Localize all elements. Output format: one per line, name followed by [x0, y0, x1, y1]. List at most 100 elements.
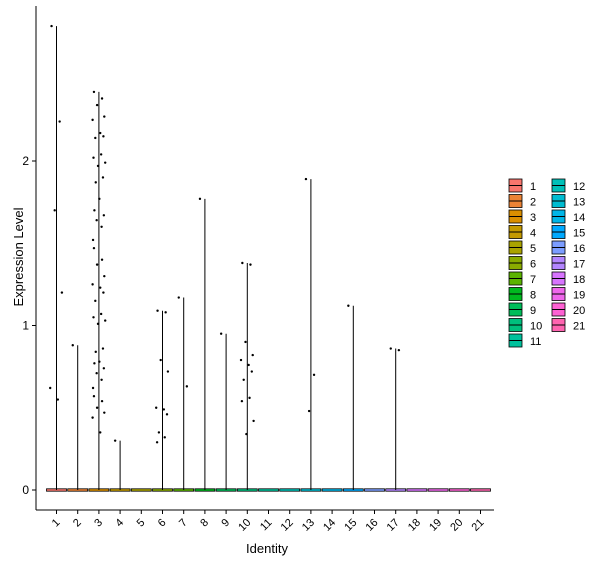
- legend-label-3: 3: [530, 212, 536, 224]
- data-point: [56, 398, 60, 401]
- x-tick-label: 17: [385, 517, 402, 534]
- data-point: [91, 416, 94, 419]
- data-point: [95, 263, 99, 266]
- data-point: [100, 225, 103, 228]
- data-point: [102, 135, 105, 138]
- legend-label-6: 6: [530, 259, 536, 271]
- data-point: [101, 347, 105, 350]
- x-tick-label: 4: [113, 517, 126, 530]
- x-tick-label: 21: [469, 517, 486, 534]
- legend-label-17: 17: [573, 259, 585, 271]
- x-tick-label: 10: [236, 517, 253, 534]
- data-point: [101, 176, 105, 179]
- data-point: [240, 399, 244, 403]
- x-tick-label: 1: [50, 517, 63, 530]
- x-tick-label: 18: [406, 517, 423, 534]
- data-point: [100, 97, 104, 100]
- legend-label-12: 12: [573, 181, 585, 193]
- data-point: [247, 363, 250, 367]
- data-point: [96, 164, 100, 168]
- data-point: [95, 103, 99, 107]
- data-point: [157, 431, 161, 434]
- data-point: [98, 360, 101, 363]
- data-point: [95, 372, 98, 375]
- data-point: [155, 441, 159, 444]
- data-point: [165, 413, 169, 416]
- plot-area: [46, 24, 491, 492]
- x-tick-label: 12: [279, 517, 296, 534]
- data-point: [94, 136, 97, 140]
- data-point: [91, 386, 95, 390]
- data-point: [244, 340, 247, 344]
- legend-label-15: 15: [573, 228, 585, 240]
- data-point: [93, 209, 96, 212]
- x-tick-label: 7: [177, 517, 190, 530]
- data-point: [251, 353, 254, 357]
- data-point: [103, 115, 106, 118]
- data-point: [99, 431, 102, 434]
- x-tick-label: 9: [219, 517, 232, 530]
- legend-label-8: 8: [530, 290, 536, 302]
- violin-16: [364, 488, 385, 492]
- x-tick-label: 15: [342, 517, 359, 534]
- x-tick-label: 3: [92, 517, 105, 530]
- data-point: [164, 311, 167, 314]
- data-point: [250, 370, 253, 373]
- data-point: [104, 319, 107, 322]
- x-tick-label: 19: [427, 517, 444, 534]
- data-point: [103, 411, 106, 414]
- legend-label-19: 19: [573, 290, 585, 302]
- data-point: [94, 299, 97, 303]
- y-axis-title: Expression Level: [11, 207, 26, 306]
- data-point: [102, 291, 105, 294]
- data-point: [58, 120, 61, 123]
- data-point: [71, 344, 74, 347]
- legend-label-21: 21: [573, 321, 585, 333]
- data-point: [159, 358, 162, 362]
- data-point: [155, 406, 158, 409]
- data-point: [242, 378, 245, 381]
- y-tick-label: 2: [22, 154, 29, 168]
- violin-14: [321, 488, 343, 492]
- data-point: [92, 90, 96, 94]
- x-tick-label: 5: [135, 517, 148, 530]
- data-point: [307, 409, 311, 413]
- data-point: [94, 350, 97, 354]
- legend-label-9: 9: [530, 305, 536, 317]
- legend-label-14: 14: [573, 212, 585, 224]
- data-point: [50, 24, 53, 28]
- data-point: [49, 386, 52, 390]
- data-point: [252, 419, 255, 423]
- violin-11: [258, 488, 279, 492]
- data-point: [245, 432, 248, 436]
- data-point: [92, 395, 96, 398]
- legend-label-11: 11: [530, 336, 541, 348]
- legend-label-2: 2: [530, 197, 536, 209]
- data-point: [156, 309, 159, 312]
- legend-label-18: 18: [573, 274, 585, 286]
- data-point: [219, 332, 223, 335]
- data-point: [102, 367, 106, 370]
- legend-label-13: 13: [573, 197, 585, 209]
- data-point: [166, 370, 170, 373]
- data-point: [60, 291, 64, 294]
- legend-label-1: 1: [530, 181, 536, 193]
- data-point: [100, 399, 104, 403]
- data-point: [162, 408, 166, 411]
- data-point: [347, 304, 350, 307]
- data-point: [397, 348, 401, 352]
- violin-19: [427, 488, 449, 492]
- violin-20: [448, 488, 470, 492]
- x-tick-label: 20: [448, 517, 465, 534]
- data-point: [99, 286, 102, 289]
- legend-label-16: 16: [573, 243, 585, 255]
- legend-label-10: 10: [530, 321, 542, 333]
- data-point: [185, 385, 189, 388]
- x-tick-label: 6: [156, 517, 169, 530]
- legend-label-5: 5: [530, 243, 536, 255]
- violin-21: [470, 488, 491, 492]
- data-point: [241, 261, 244, 265]
- x-tick-label: 2: [71, 517, 84, 530]
